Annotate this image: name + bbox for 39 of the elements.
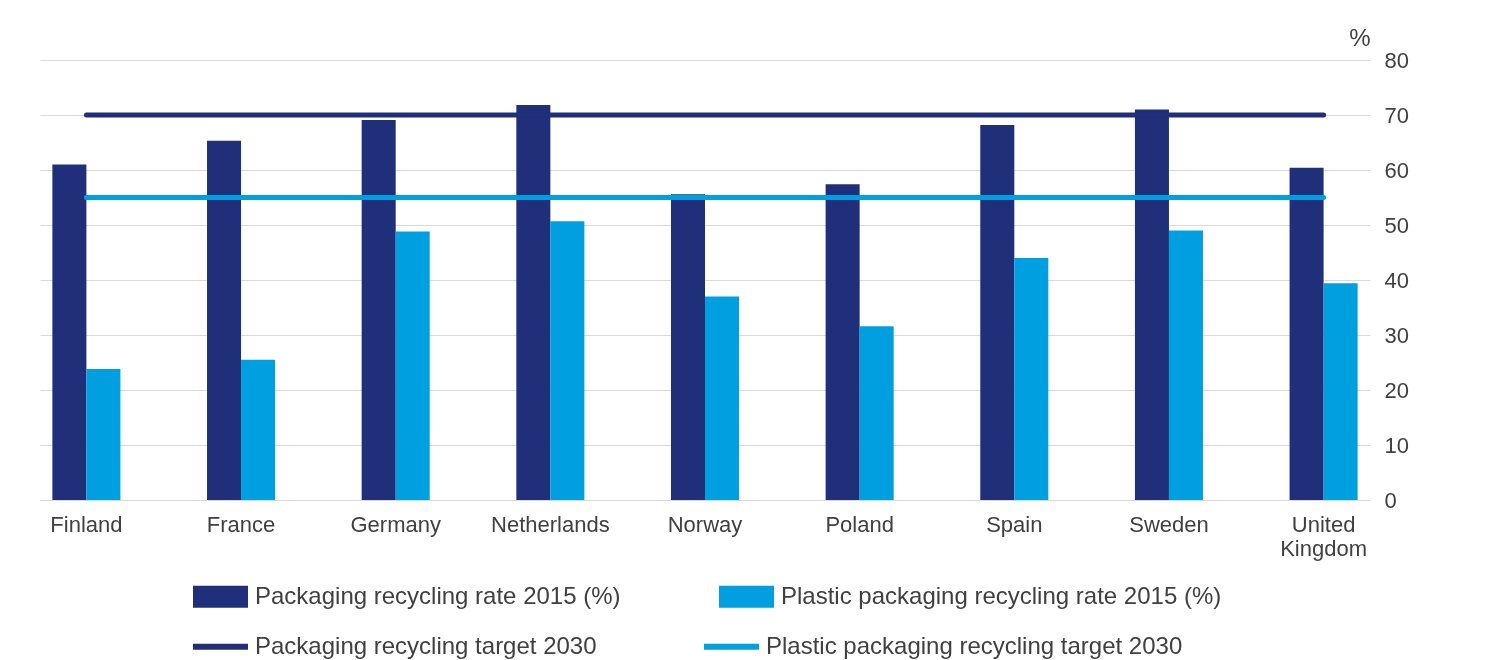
bar [52, 164, 87, 500]
y-tick-label: 50 [1384, 212, 1409, 238]
x-tick-label: Germany [350, 511, 441, 537]
y-tick-label: 80 [1384, 47, 1409, 73]
legend-label: Plastic packaging recycling target 2030 [766, 631, 1183, 659]
y-tick-label: 10 [1384, 432, 1409, 458]
y-tick-label: 0 [1384, 487, 1397, 513]
bar [241, 359, 276, 500]
y-tick-label: 30 [1384, 322, 1409, 348]
bar [859, 326, 894, 500]
bar [86, 369, 121, 500]
legend-label: Packaging recycling rate 2015 (%) [255, 581, 621, 609]
bar [361, 119, 396, 500]
x-tick-label: France [206, 511, 276, 537]
x-tick-label: United Kingdom [1280, 511, 1368, 561]
x-tick-label: Netherlands [491, 511, 610, 537]
y-tick-label: 70 [1384, 102, 1409, 128]
x-tick-label: Poland [825, 511, 894, 537]
legend-label: Plastic packaging recycling rate 2015 (%) [781, 581, 1222, 609]
legend-label: Packaging recycling target 2030 [255, 631, 597, 659]
bar [207, 140, 242, 500]
bar [1168, 230, 1203, 500]
bar [550, 221, 585, 500]
y-tick-label: 20 [1384, 377, 1409, 403]
y-axis-title: % [1349, 23, 1371, 51]
x-tick-label: Finland [50, 511, 123, 537]
bar [395, 231, 430, 500]
y-tick-label: 40 [1384, 267, 1409, 293]
x-tick-label: Spain [986, 511, 1043, 537]
x-tick-label: Sweden [1129, 511, 1209, 537]
bar [670, 194, 705, 500]
bar [825, 184, 860, 500]
bar [980, 124, 1015, 500]
x-tick-label: Norway [667, 511, 743, 537]
bar [1014, 258, 1049, 500]
y-tick-label: 60 [1384, 157, 1409, 183]
bar [1323, 283, 1358, 500]
bar [705, 296, 740, 500]
bar [1289, 167, 1324, 500]
